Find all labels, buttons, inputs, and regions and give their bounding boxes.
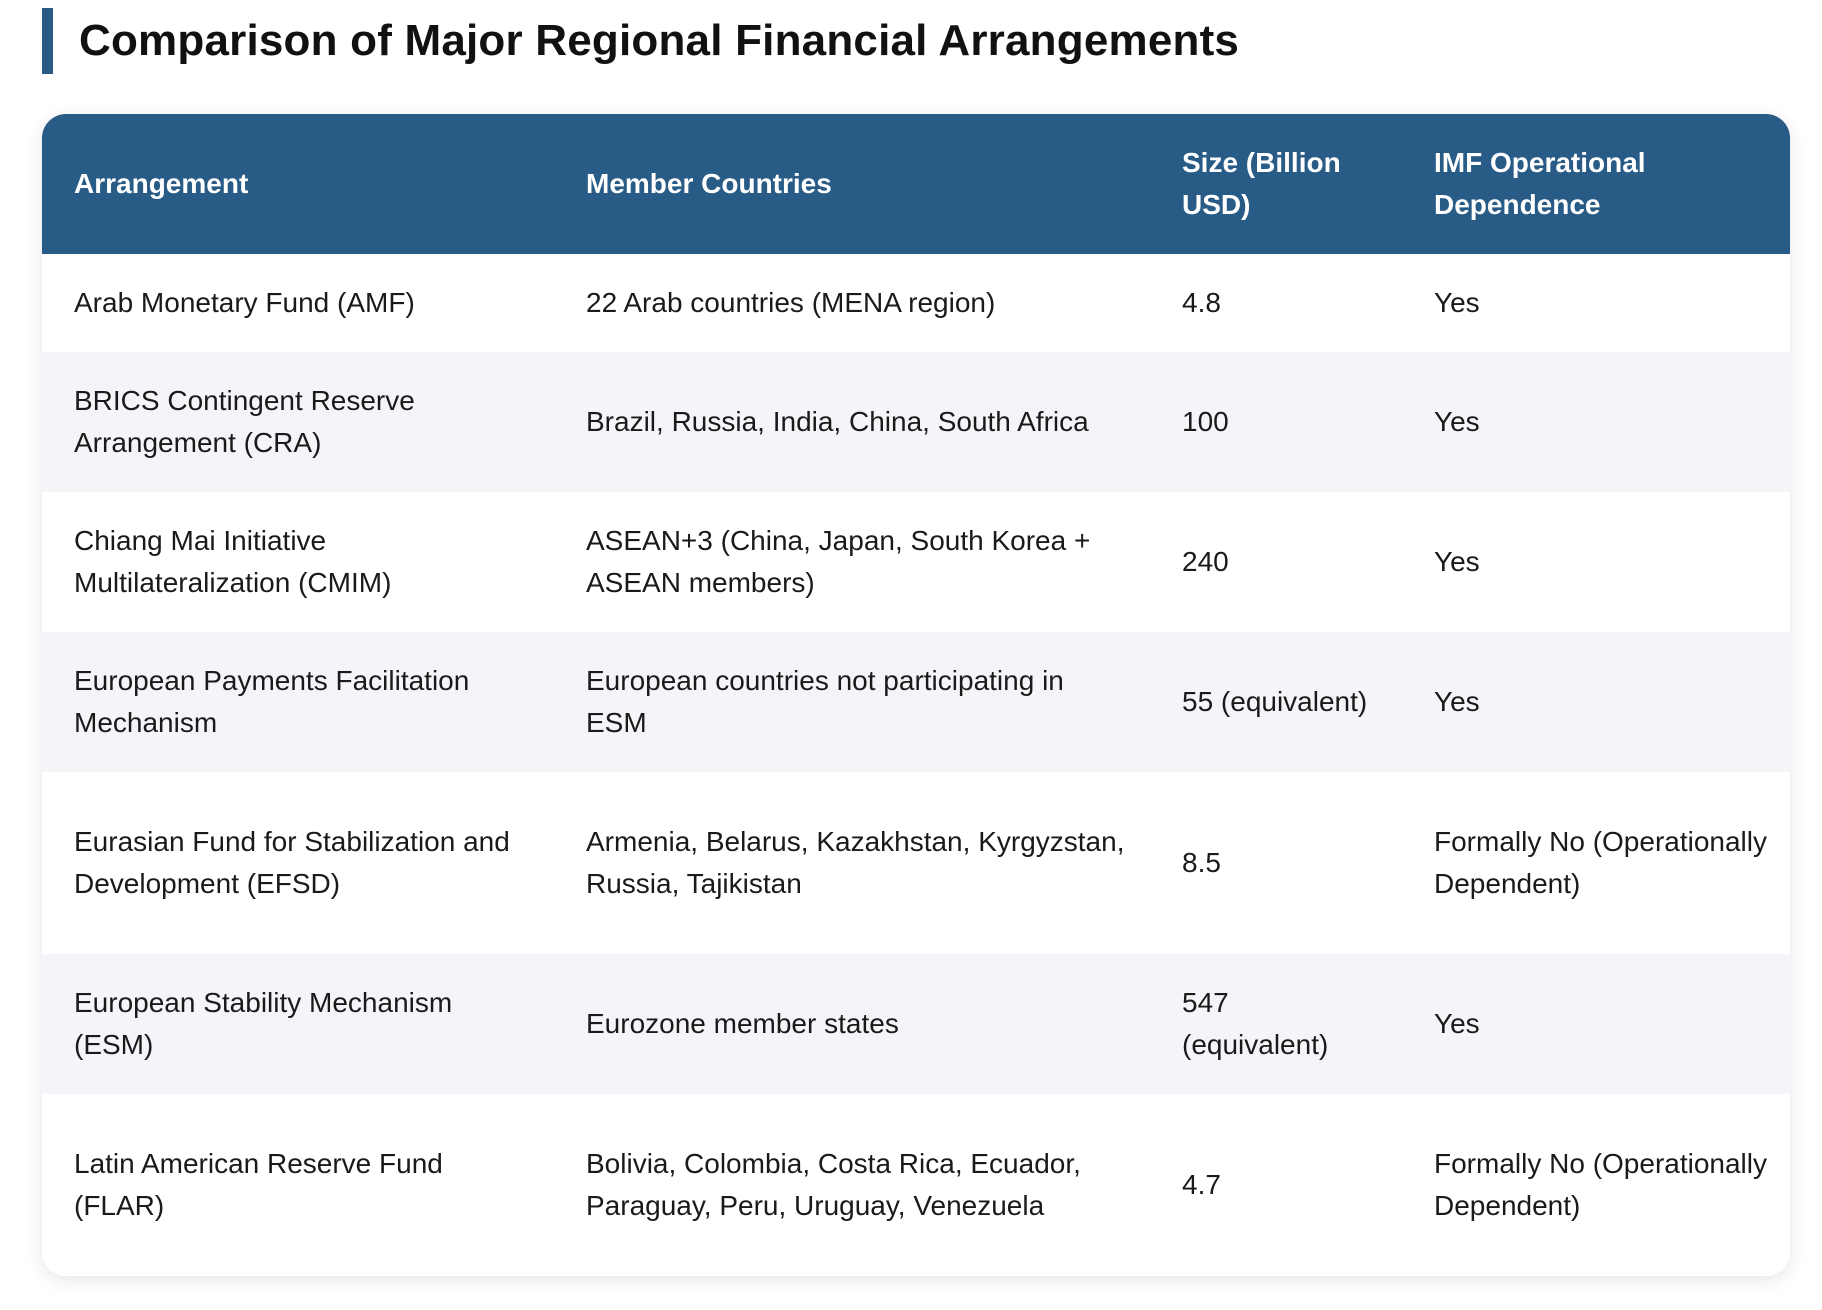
title-accent-bar (42, 8, 53, 74)
cell-members: 22 Arab countries (MENA region) (586, 287, 996, 318)
cell-members: ASEAN+3 (China, Japan, South Korea + ASE… (586, 525, 1091, 598)
cell-members: Brazil, Russia, India, China, South Afri… (586, 406, 1089, 437)
table-row: Arab Monetary Fund (AMF) 22 Arab countri… (42, 254, 1790, 352)
cell-members: European countries not participating in … (586, 665, 1064, 738)
cell-size: 55 (equivalent) (1182, 686, 1368, 717)
table-row: Chiang Mai Initiative Multilateralizatio… (42, 492, 1790, 632)
cell-imf: Yes (1434, 1008, 1480, 1039)
page-title: Comparison of Major Regional Financial A… (79, 16, 1240, 65)
comparison-table-card: Arrangement Member Countries Size (Billi… (42, 114, 1790, 1276)
table-row: Eurasian Fund for Stabilization and Deve… (42, 772, 1790, 954)
header-arrangement: Arrangement (74, 168, 249, 199)
cell-arrangement: Arab Monetary Fund (AMF) (74, 287, 415, 318)
cell-members: Armenia, Belarus, Kazakhstan, Kyrgyzstan… (586, 826, 1125, 899)
header-size: Size (Billion USD) (1182, 147, 1341, 220)
table-header: Arrangement Member Countries Size (Billi… (42, 114, 1790, 254)
cell-arrangement: Eurasian Fund for Stabilization and Deve… (74, 826, 510, 899)
cell-imf: Yes (1434, 546, 1480, 577)
cell-size: 100 (1182, 406, 1229, 437)
cell-arrangement: European Stability Mechanism (ESM) (74, 987, 453, 1060)
cell-members: Bolivia, Colombia, Costa Rica, Ecuador, … (586, 1148, 1081, 1221)
table-header-row: Arrangement Member Countries Size (Billi… (42, 114, 1790, 254)
cell-members: Eurozone member states (586, 1008, 899, 1039)
cell-imf: Yes (1434, 406, 1480, 437)
cell-size: 240 (1182, 546, 1229, 577)
cell-imf: Formally No (Operationally Dependent) (1434, 1148, 1767, 1221)
cell-size: 547 (equivalent) (1182, 987, 1329, 1060)
cell-arrangement: Latin American Reserve Fund (FLAR) (74, 1148, 443, 1221)
cell-size: 4.8 (1182, 287, 1221, 318)
header-member-countries: Member Countries (586, 168, 832, 199)
cell-imf: Formally No (Operationally Dependent) (1434, 826, 1767, 899)
table-row: Latin American Reserve Fund (FLAR) Boliv… (42, 1094, 1790, 1276)
comparison-table: Arrangement Member Countries Size (Billi… (42, 114, 1790, 1276)
cell-imf: Yes (1434, 287, 1480, 318)
cell-size: 4.7 (1182, 1169, 1221, 1200)
cell-arrangement: Chiang Mai Initiative Multilateralizatio… (74, 525, 392, 598)
cell-arrangement: BRICS Contingent Reserve Arrangement (CR… (74, 385, 415, 458)
table-row: European Stability Mechanism (ESM) Euroz… (42, 954, 1790, 1094)
cell-arrangement: European Payments Facilitation Mechanism (74, 665, 470, 738)
cell-imf: Yes (1434, 686, 1480, 717)
page-header: Comparison of Major Regional Financial A… (42, 8, 1239, 74)
table-body: Arab Monetary Fund (AMF) 22 Arab countri… (42, 254, 1790, 1276)
table-row: BRICS Contingent Reserve Arrangement (CR… (42, 352, 1790, 492)
header-imf-dependence: IMF Operational Dependence (1434, 147, 1646, 220)
cell-size: 8.5 (1182, 847, 1221, 878)
table-row: European Payments Facilitation Mechanism… (42, 632, 1790, 772)
